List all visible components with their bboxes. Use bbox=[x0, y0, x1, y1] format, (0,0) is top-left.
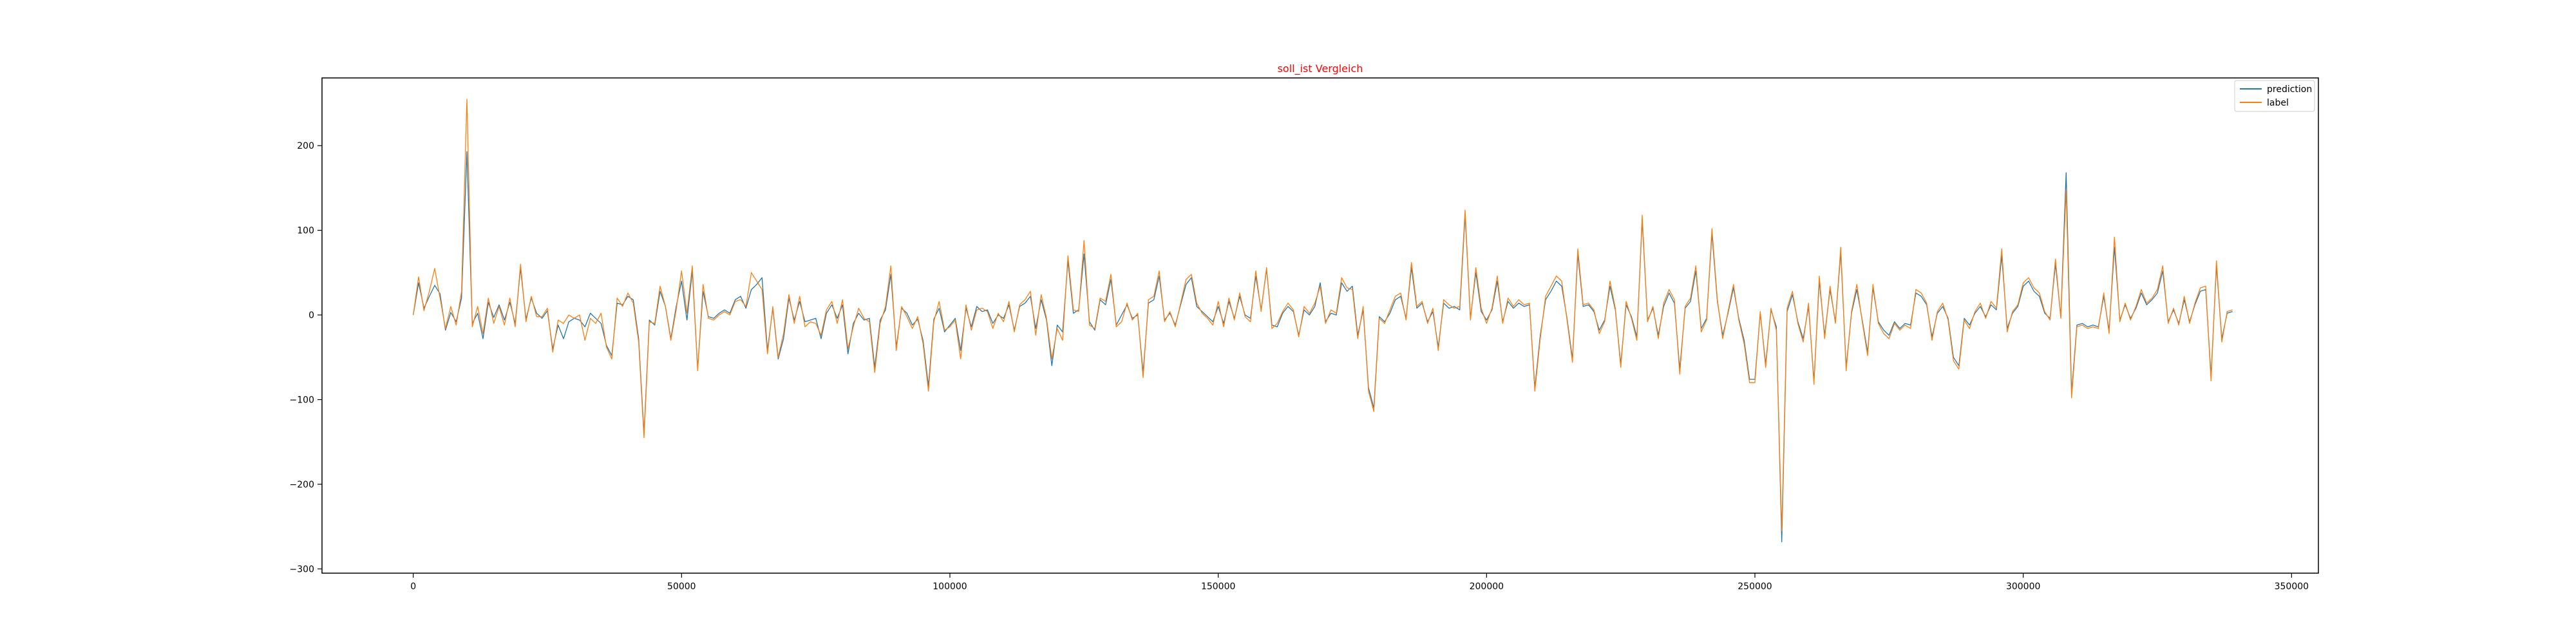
y-axis: −300 −200 −100 0 100 200 bbox=[290, 141, 322, 574]
x-tick-label: 50000 bbox=[667, 582, 696, 592]
legend-label-label: label bbox=[2267, 98, 2289, 108]
plot-frame bbox=[321, 77, 2319, 574]
chart-title: soll_ist Vergleich bbox=[1278, 62, 1363, 75]
series-line-label bbox=[413, 99, 2233, 531]
y-tick-label: 100 bbox=[297, 226, 314, 236]
legend: prediction label bbox=[2234, 80, 2315, 112]
x-tick-label: 350000 bbox=[2275, 582, 2309, 592]
x-axis: 0 50000 100000 150000 200000 250000 300000 3500… bbox=[410, 573, 2309, 592]
x-tick-label: 300000 bbox=[2006, 582, 2040, 592]
x-tick-label: 250000 bbox=[1738, 582, 1772, 592]
x-tick-label: 0 bbox=[410, 582, 416, 592]
plot-area: −300 −200 −100 0 100 200 0 50000 100000 150000 20… bbox=[290, 77, 2319, 592]
series-lines bbox=[413, 99, 2233, 543]
x-tick-label: 200000 bbox=[1470, 582, 1504, 592]
y-tick-label: −300 bbox=[290, 564, 314, 574]
y-tick-label: 0 bbox=[308, 310, 314, 321]
x-tick-label: 150000 bbox=[1201, 582, 1235, 592]
y-tick-label: −100 bbox=[290, 395, 314, 406]
x-tick-label: 100000 bbox=[933, 582, 967, 592]
legend-label-prediction: prediction bbox=[2267, 84, 2312, 95]
y-tick-label: 200 bbox=[297, 141, 314, 151]
y-tick-label: −200 bbox=[290, 480, 314, 490]
